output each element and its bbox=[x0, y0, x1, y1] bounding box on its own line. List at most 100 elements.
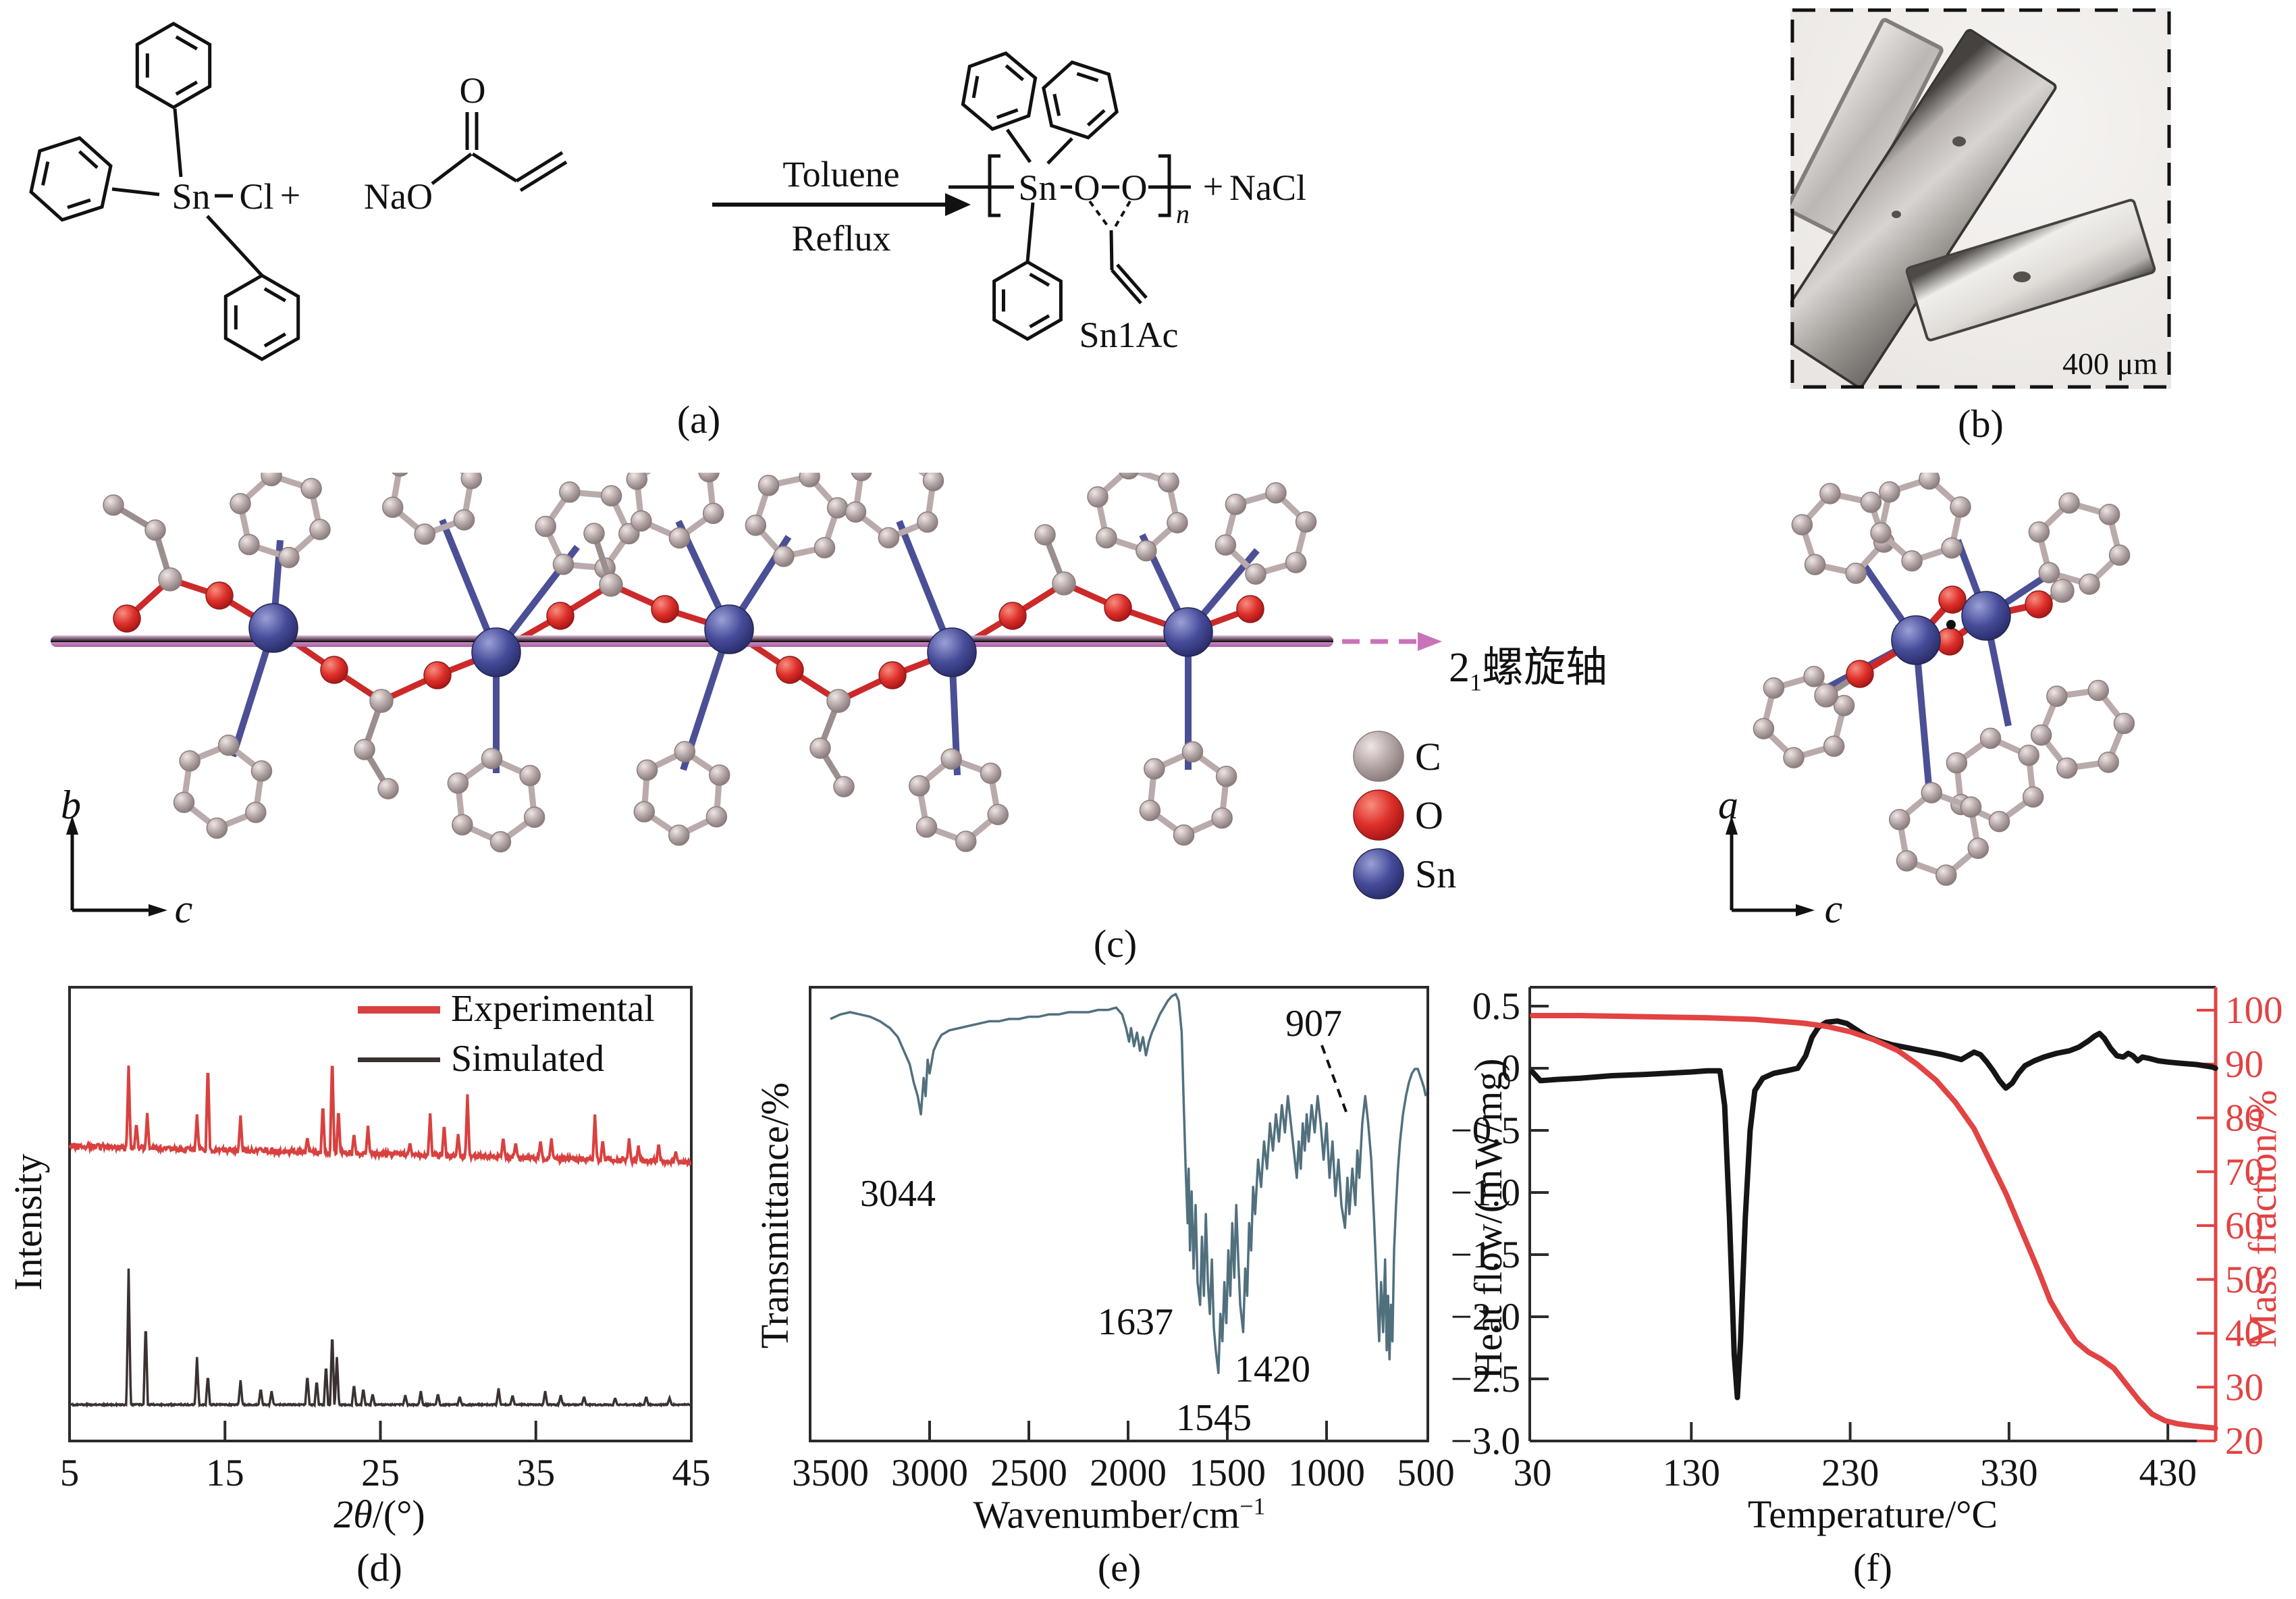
carbon-atom bbox=[2022, 786, 2044, 808]
right-bracket bbox=[1158, 154, 1171, 217]
sodium-acrylate-nao-label: NaO bbox=[364, 176, 433, 217]
tick-label: 70 bbox=[2225, 1151, 2264, 1193]
carbon-atom bbox=[1144, 758, 1165, 780]
oxygen-atom bbox=[205, 581, 234, 610]
tick-label: 0 bbox=[1501, 1047, 1521, 1090]
carbon-atom bbox=[745, 515, 767, 536]
carbon-atom bbox=[1136, 540, 1157, 562]
panel-c-letter: (c) bbox=[1093, 922, 1138, 966]
tin-atom bbox=[1961, 591, 2011, 641]
tick-label: 80 bbox=[2225, 1097, 2264, 1140]
legend-line-simulated bbox=[358, 1057, 440, 1062]
carbon-atom bbox=[1783, 747, 1805, 768]
carbon-atom bbox=[980, 762, 1002, 784]
carbon-atom bbox=[245, 802, 267, 823]
carbon-atom bbox=[940, 748, 962, 770]
bond bbox=[111, 187, 160, 196]
reaction-scheme: Sn Cl + NaO O Toluene Reflux Sn O O n + … bbox=[29, 22, 1306, 361]
oxygen-atom bbox=[1846, 660, 1874, 688]
carbon-atom bbox=[1833, 695, 1855, 716]
carbon-atom bbox=[1211, 807, 1233, 829]
carbon-atom bbox=[878, 527, 900, 549]
plus-sign-1: + bbox=[280, 175, 300, 215]
charts-layer: 5 15 25 35 45 3500 3000 2500 2000 1500 1000 500 30… bbox=[60, 985, 2283, 1494]
panel-e-letter: (e) bbox=[1097, 1546, 1142, 1590]
oxygen-atom bbox=[546, 602, 575, 630]
screw-axis-number: 2 bbox=[1449, 645, 1470, 691]
tick-label: 0.5 bbox=[1472, 985, 1520, 1028]
carbon-atom bbox=[1167, 512, 1188, 533]
carbon-atom bbox=[1225, 494, 1247, 515]
carbon-atom bbox=[309, 519, 331, 540]
tick-label: 3500 bbox=[792, 1452, 869, 1494]
tick-label: 330 bbox=[1980, 1452, 2038, 1494]
axis-c-label-left: c bbox=[175, 887, 193, 931]
carbon-atom bbox=[523, 806, 545, 828]
carbon-atom bbox=[144, 519, 166, 541]
tick-label: 3000 bbox=[891, 1452, 968, 1494]
xrd-curve-simulated bbox=[69, 1268, 693, 1409]
carbon-atom bbox=[2056, 757, 2078, 779]
carbon-atom bbox=[631, 510, 652, 532]
condition-reflux: Reflux bbox=[792, 218, 891, 259]
tg-curve bbox=[1530, 1013, 2218, 1431]
carbonyl-oxygen-label: O bbox=[460, 70, 486, 111]
carbon-atom bbox=[2058, 492, 2080, 514]
carbon-atom bbox=[519, 764, 541, 787]
carbon-atom bbox=[381, 496, 404, 518]
carbon-atom bbox=[833, 776, 855, 797]
benzene-ring bbox=[961, 51, 1038, 131]
carbon-atom bbox=[987, 804, 1009, 825]
product-name-sn1ac: Sn1Ac bbox=[1079, 315, 1179, 355]
tg-ylabel: Mass fraction/% bbox=[2241, 1090, 2285, 1348]
carbon-atom bbox=[1158, 473, 1179, 493]
tick-label: 2500 bbox=[990, 1452, 1067, 1494]
carbon-atom bbox=[626, 473, 648, 490]
benzene-ring bbox=[1042, 60, 1119, 140]
carbon-atom bbox=[447, 772, 469, 794]
tick-label: 40 bbox=[2225, 1313, 2264, 1355]
carbon-atom bbox=[2050, 579, 2075, 603]
carbon-atom bbox=[489, 831, 512, 853]
carbon-atom bbox=[757, 475, 780, 496]
carbon-atom bbox=[1791, 514, 1813, 535]
bond bbox=[431, 153, 473, 185]
plus-sign-2: + bbox=[1203, 166, 1223, 207]
crystal-micrograph: 400 μm bbox=[1790, 8, 2171, 389]
ir-chart: 3500 3000 2500 2000 1500 1000 500 bbox=[792, 986, 1455, 1494]
bond bbox=[1109, 230, 1114, 271]
carbon-atom bbox=[1950, 496, 1971, 518]
carbon-atom bbox=[826, 689, 851, 713]
carbon-atom bbox=[908, 775, 930, 797]
ir-annotation-1545: 1545 bbox=[1176, 1397, 1252, 1439]
carbon-atom bbox=[708, 764, 730, 786]
carbon-atom bbox=[1087, 486, 1109, 508]
carbon-atom bbox=[103, 494, 124, 516]
pxrd-xlabel: 2θ/(°) bbox=[333, 1495, 425, 1534]
tin-atom bbox=[704, 604, 754, 654]
carbon-atom bbox=[559, 481, 581, 503]
carbon-atom bbox=[1988, 810, 2010, 833]
bond bbox=[471, 152, 518, 183]
oxygen-atom bbox=[423, 661, 452, 689]
carbon-atom bbox=[1052, 571, 1076, 596]
benzene-ring bbox=[135, 22, 212, 109]
oxygen-atom bbox=[1104, 594, 1132, 622]
panel-d-letter: (d) bbox=[356, 1546, 402, 1590]
partial-bond bbox=[1113, 200, 1131, 230]
bond bbox=[173, 108, 183, 178]
screw-axis-rod bbox=[51, 635, 1333, 647]
carbon-atom bbox=[1879, 481, 1900, 503]
carbon-atom bbox=[1941, 537, 1963, 559]
carbon-atom bbox=[1823, 735, 1845, 757]
tick-label: −1.0 bbox=[1451, 1172, 1520, 1214]
carbon-atom bbox=[1967, 837, 1990, 859]
ir-annotation-907: 907 bbox=[1285, 1003, 1342, 1045]
axis-arrow-head bbox=[149, 904, 167, 916]
carbon-atom bbox=[826, 497, 849, 519]
carbon-atom bbox=[2108, 544, 2131, 566]
carbon-atom bbox=[238, 533, 260, 556]
double-bond bbox=[1086, 109, 1106, 127]
carbon-atom bbox=[2038, 562, 2060, 583]
carbon-atom bbox=[1860, 492, 1882, 513]
